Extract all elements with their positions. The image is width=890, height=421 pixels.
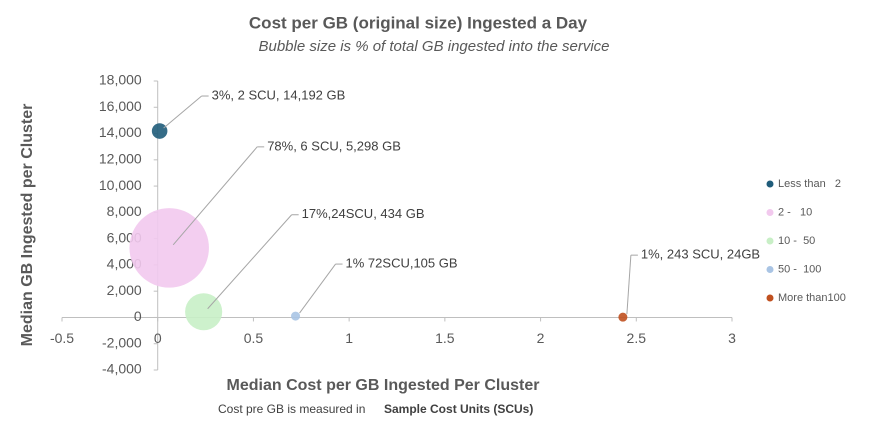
x-tick-label: 0.5 (244, 330, 264, 346)
data-label: 1% 72SCU,105 GB (346, 256, 458, 271)
legend-label: More than100 (778, 292, 846, 304)
data-label: 3%, 2 SCU, 14,192 GB (212, 87, 346, 102)
x-tick-label: 1 (345, 330, 353, 346)
legend-label: 50 - 100 (778, 263, 821, 275)
legend-label: Less than 2 (778, 178, 841, 190)
legend-marker (766, 237, 774, 245)
footnote-bold: Sample Cost Units (SCUs) (384, 402, 533, 416)
y-axis-title: Median GB Ingested per Cluster (19, 104, 36, 347)
x-tick-label: 1.5 (435, 330, 455, 346)
x-tick-label: 3 (728, 330, 736, 346)
y-tick-label: 2,000 (107, 282, 142, 298)
data-label: 17%,24SCU, 434 GB (302, 206, 425, 221)
legend-marker (766, 180, 774, 188)
leader-line (626, 255, 632, 315)
legend-marker (766, 266, 774, 273)
data-label: 1%, 243 SCU, 24GB (641, 247, 760, 262)
data-label: 78%, 6 SCU, 5,298 GB (267, 138, 401, 153)
leader-line (207, 214, 293, 310)
x-axis-title: Median Cost per GB Ingested Per Cluster (227, 377, 540, 394)
y-tick-label: 14,000 (99, 124, 142, 140)
bubble (151, 123, 168, 139)
x-tick-label: 2 (537, 330, 545, 346)
y-tick-label: -4,000 (102, 361, 142, 377)
chart-subtitle: Bubble size is % of total GB ingested in… (258, 38, 609, 55)
x-tick-label: 2.5 (627, 330, 647, 346)
y-tick-label: 18,000 (99, 72, 142, 88)
chart-title: Cost per GB (original size) Ingested a D… (249, 13, 588, 32)
leader-line (299, 263, 336, 314)
bubble (618, 312, 628, 322)
bubble (291, 311, 301, 321)
legend-label: 2 - 10 (778, 206, 812, 218)
bubble (129, 208, 209, 288)
legend-label: 10 - 50 (778, 235, 815, 247)
x-tick-label: -0.5 (50, 330, 74, 346)
legend-marker (766, 294, 774, 302)
leader-line (163, 95, 202, 129)
y-tick-label: 12,000 (99, 151, 142, 167)
footnote: Cost pre GB is measured in (218, 402, 365, 416)
y-tick-label: 8,000 (107, 203, 142, 219)
legend-marker (766, 209, 774, 216)
y-tick-label: 16,000 (99, 98, 142, 114)
x-tick-label: 0 (154, 330, 162, 346)
y-tick-label: 0 (134, 308, 142, 324)
y-tick-label: -2,000 (102, 334, 142, 350)
leader-line (172, 146, 258, 246)
y-tick-label: 10,000 (99, 177, 142, 193)
